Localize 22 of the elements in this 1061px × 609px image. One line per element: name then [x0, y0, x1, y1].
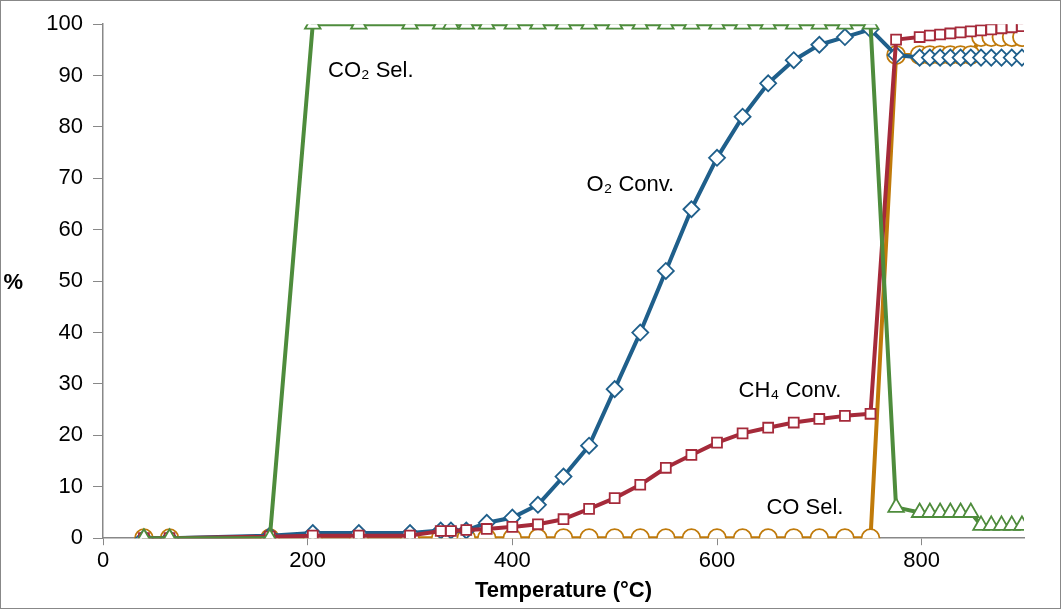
y-tick-label: 90: [58, 61, 83, 87]
x-tick-label: 800: [903, 547, 941, 573]
y-tick-label: 70: [58, 164, 83, 190]
series-label: O₂ Conv.: [586, 171, 675, 197]
series-label: CH₄ Conv.: [738, 376, 842, 402]
y-tick-label: 20: [58, 421, 83, 447]
y-tick-label: 40: [58, 318, 83, 344]
x-tick-label: 400: [493, 547, 531, 573]
y-tick-label: 0: [70, 524, 83, 550]
y-tick-label: 30: [58, 370, 83, 396]
x-axis-title: Temperature (°C): [474, 576, 653, 602]
y-tick-label: 80: [58, 113, 83, 139]
y-tick-label: 50: [58, 267, 83, 293]
x-tick-label: 0: [96, 547, 110, 573]
y-tick-label: 60: [58, 215, 83, 241]
x-tick-label: 600: [698, 547, 736, 573]
y-tick-label: 100: [46, 10, 83, 36]
y-tick-label: 10: [58, 472, 83, 498]
series-label: CO Sel.: [766, 494, 844, 520]
series-label: CO₂ Sel.: [328, 57, 414, 83]
x-tick-label: 200: [289, 547, 327, 573]
y-axis-title: %: [3, 269, 23, 295]
